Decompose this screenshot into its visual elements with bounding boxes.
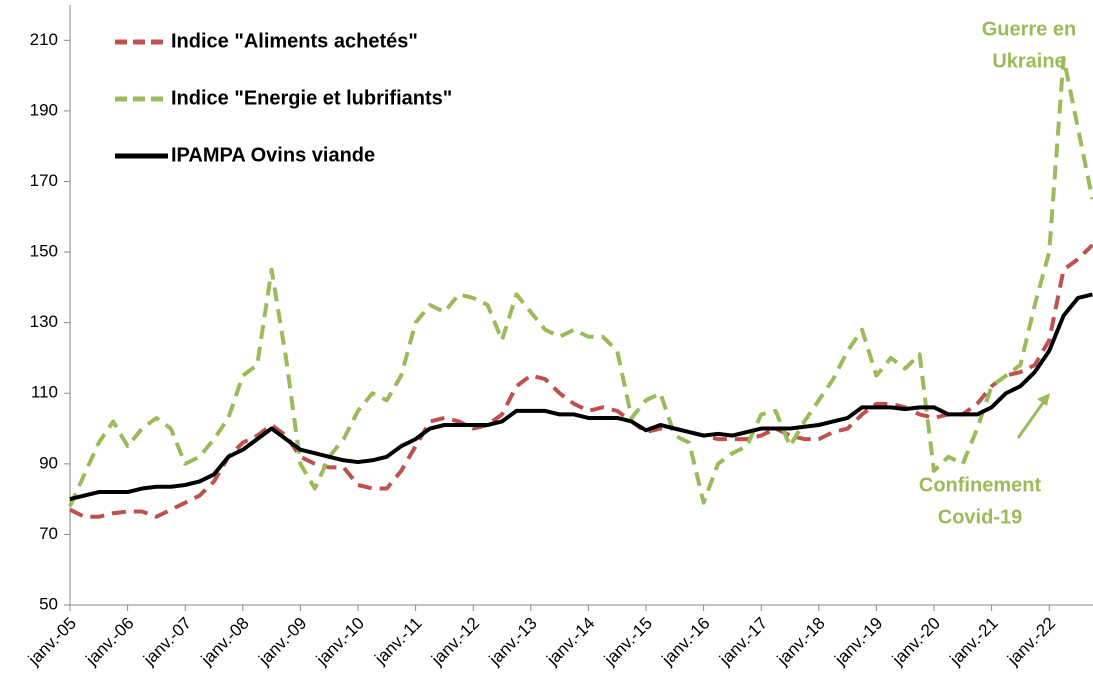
x-tick-label: janv.-07 bbox=[139, 614, 195, 670]
x-tick-label: janv.-12 bbox=[427, 614, 483, 670]
x-tick-label: janv.-20 bbox=[888, 614, 944, 670]
annotation: Confinement bbox=[919, 474, 1042, 496]
y-tick-label: 190 bbox=[30, 100, 58, 119]
annotation: Guerre en bbox=[982, 18, 1076, 40]
annotation-arrowhead bbox=[1037, 393, 1050, 406]
x-tick-label: janv.-21 bbox=[946, 614, 1002, 670]
y-tick-label: 130 bbox=[30, 312, 58, 331]
x-tick-label: janv.-19 bbox=[830, 614, 886, 670]
annotation: Ukraine bbox=[992, 50, 1065, 72]
series-line bbox=[69, 243, 1093, 519]
x-tick-label: janv.-06 bbox=[82, 614, 138, 670]
y-tick-label: 70 bbox=[39, 524, 58, 543]
annotation-arrow bbox=[1016, 399, 1047, 439]
y-tick-label: 110 bbox=[31, 383, 58, 402]
y-tick-label: 90 bbox=[39, 453, 58, 472]
x-tick-label: janv.-09 bbox=[254, 614, 310, 670]
x-tick-label: janv.-11 bbox=[370, 614, 425, 669]
y-tick-label: 50 bbox=[39, 594, 58, 613]
legend-label: Indice "Aliments achetés" bbox=[171, 30, 418, 52]
y-tick-label: 150 bbox=[30, 242, 58, 261]
x-tick-label: janv.-22 bbox=[1003, 614, 1059, 670]
series-line bbox=[68, 55, 1093, 508]
x-tick-label: janv.-10 bbox=[312, 614, 368, 670]
annotation: Covid-19 bbox=[938, 506, 1022, 528]
x-tick-label: janv.-16 bbox=[658, 614, 714, 670]
x-tick-label: janv.-18 bbox=[773, 614, 829, 670]
x-tick-label: janv.-08 bbox=[197, 614, 253, 670]
legend-label: Indice "Energie et lubrifiants" bbox=[171, 87, 452, 109]
legend-label: IPAMPA Ovins viande bbox=[171, 144, 375, 166]
x-tick-label: janv.-13 bbox=[485, 614, 541, 670]
y-tick-label: 170 bbox=[30, 171, 58, 190]
x-tick-label: janv.-15 bbox=[600, 614, 656, 670]
x-tick-label: janv.-05 bbox=[24, 614, 80, 670]
y-tick-label: 210 bbox=[30, 30, 58, 49]
x-tick-label: janv.-17 bbox=[715, 614, 771, 670]
series-line bbox=[69, 292, 1093, 502]
x-tick-label: janv.-14 bbox=[542, 614, 598, 670]
